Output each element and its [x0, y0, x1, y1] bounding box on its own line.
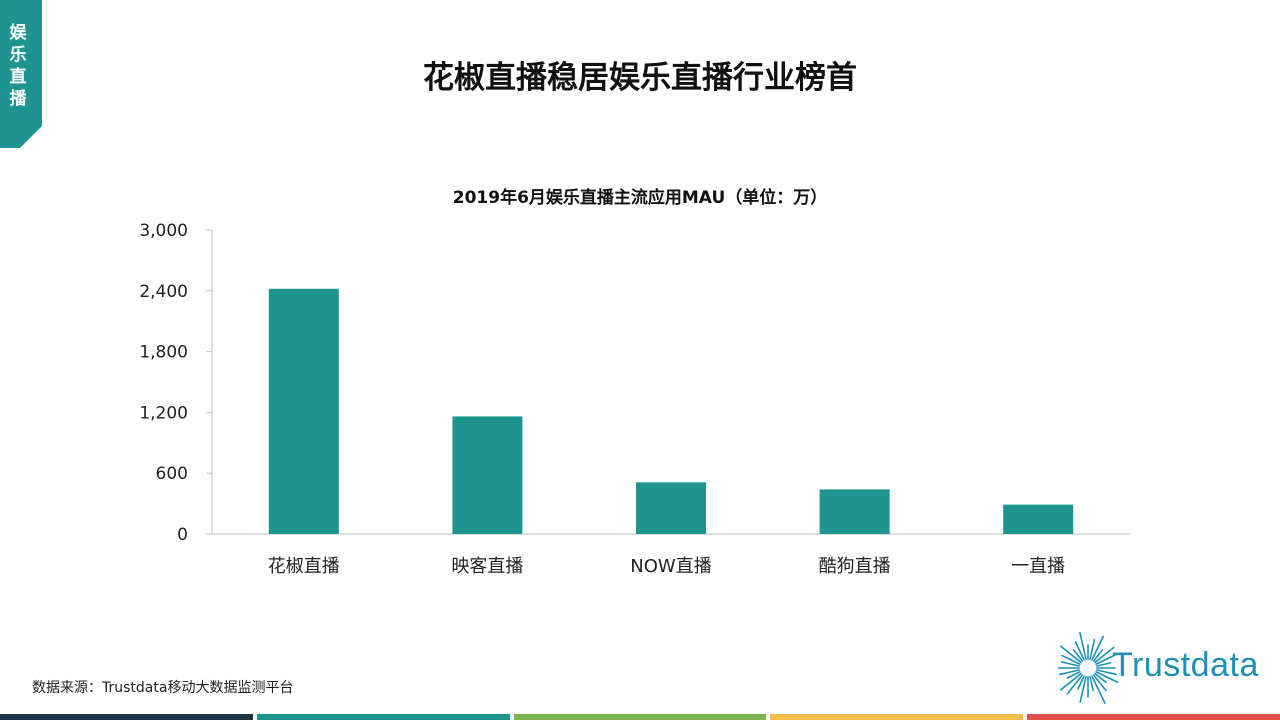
logo-ray — [1091, 635, 1104, 661]
logo-ray — [1072, 649, 1084, 662]
logo-ray — [1066, 674, 1084, 695]
y-tick-label: 600 — [156, 464, 188, 484]
logo-ray — [1058, 669, 1081, 676]
source-note: 数据来源：Trustdata移动大数据监测平台 — [32, 680, 294, 696]
x-category-label: 映客直播 — [451, 556, 523, 577]
logo-ray — [1078, 629, 1087, 661]
logo-ray — [1095, 671, 1121, 684]
bar — [1003, 504, 1074, 534]
bar — [268, 288, 339, 534]
trustdata-logo: Trustdata — [1052, 629, 1268, 704]
logo-ray — [1059, 645, 1082, 664]
logo-text: Trustdata — [1112, 646, 1259, 684]
footer-color-segment — [770, 714, 1024, 720]
logo-ray — [1092, 649, 1104, 662]
sunburst-logo-icon — [1052, 629, 1121, 704]
logo-ray — [1089, 675, 1094, 692]
x-category-label: 酷狗直播 — [819, 556, 891, 577]
bar — [636, 482, 706, 534]
logo-ray — [1089, 638, 1096, 661]
bar — [452, 416, 523, 534]
footer-color-segment — [1027, 714, 1280, 720]
y-tick-label: 3,000 — [139, 221, 188, 241]
bar — [819, 489, 890, 534]
section-tab-label: 娱乐直播 — [9, 23, 27, 109]
footer-color-segment — [256, 714, 510, 720]
y-tick-label: 0 — [177, 525, 188, 545]
logo-ray — [1094, 672, 1107, 684]
chart-title: 2019年6月娱乐直播主流应用MAU（单位：万） — [452, 188, 828, 208]
footer-color-segment — [513, 714, 767, 720]
logo-ray — [1095, 652, 1121, 665]
y-tick-label: 1,200 — [139, 403, 188, 423]
footer-color-bar — [0, 714, 1280, 720]
logo-ray — [1077, 675, 1085, 690]
logo-ray — [1060, 661, 1081, 667]
slide-title: 花椒直播稳居娱乐直播行业榜首 — [423, 60, 857, 96]
logo-ray — [1066, 671, 1081, 679]
logo-ray — [1074, 641, 1085, 661]
x-category-label: 一直播 — [1011, 556, 1065, 577]
y-tick-label: 2,400 — [139, 282, 188, 302]
x-category-label: NOW直播 — [630, 556, 711, 577]
logo-ray — [1095, 669, 1118, 676]
logo-ray — [1079, 675, 1087, 703]
section-tab-shape — [0, 0, 42, 148]
logo-ray — [1061, 654, 1081, 665]
footer-color-segment — [0, 714, 253, 720]
y-tick-label: 1,800 — [139, 343, 188, 363]
logo-ray — [1059, 672, 1082, 691]
logo-ray — [1094, 646, 1115, 664]
logo-ray — [1091, 675, 1106, 704]
bar-chart: 0 600 1,200 1,800 2,400 3,000 花椒直播 映客直播 NOW直播 酷狗直… — [139, 221, 1130, 577]
section-tab: 娱乐直播 — [0, 0, 42, 148]
logo-ray — [1095, 662, 1112, 667]
x-category-label: 花椒直播 — [268, 556, 340, 577]
logo-ray — [1092, 674, 1107, 692]
